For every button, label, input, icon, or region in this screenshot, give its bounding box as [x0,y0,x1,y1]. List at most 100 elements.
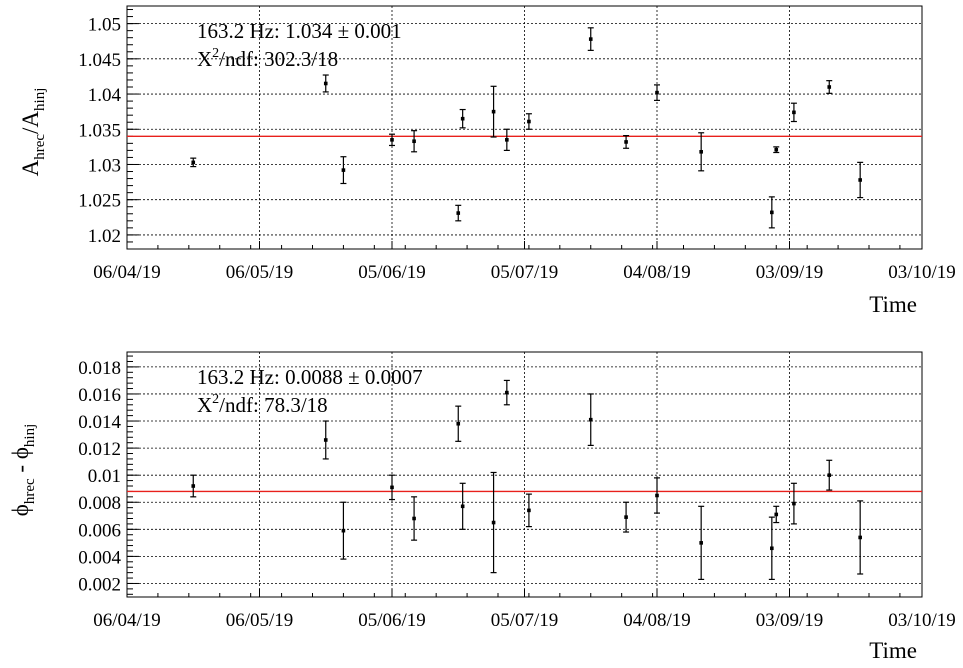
data-point [654,84,660,101]
chi2-annotation: X2/ndf: 78.3/18 [197,392,328,417]
point-marker [191,484,196,488]
point-marker [412,139,416,144]
data-point [773,146,780,154]
x-tick-label: 06/04/19 [93,610,161,631]
x-tick-label: 03/09/19 [756,610,824,631]
data-point [525,493,532,528]
fit-annotation: 163.2 Hz: 0.0088 ± 0.0007 [197,365,423,389]
point-marker [341,528,346,533]
point-marker [456,211,461,215]
point-marker [588,417,593,422]
x-tick-label: 03/10/19 [888,262,956,283]
point-marker [412,516,416,521]
x-tick-label: 03/10/19 [888,610,956,631]
chi2-superscript: 2 [212,392,219,407]
y-tick-label: 1.035 [78,120,121,141]
point-marker [699,541,703,545]
data-point [525,113,532,130]
point-marker [792,110,796,115]
data-point [455,204,462,222]
point-marker [770,210,774,215]
y-tick-label: 1.04 [88,85,122,106]
y-tick-label: 1.03 [88,155,121,176]
data-point [790,482,797,525]
point-marker [624,515,628,519]
data-point [826,459,833,491]
data-point [768,516,775,581]
y-tick-label: 0.004 [78,547,121,568]
point-marker [323,438,328,442]
x-tick-label: 06/05/19 [226,610,294,631]
y-tick-label: 1.05 [88,15,121,36]
point-marker [770,546,774,551]
point-marker [341,168,346,172]
x-axis-label: Time [869,638,917,663]
chi2-symbol: X [197,47,212,71]
point-marker [792,501,796,506]
chi2-symbol: X [197,393,212,417]
chi2-annotation: X2/ndf: 302.3/18 [197,46,338,71]
y-tick-label: 0.006 [78,520,121,541]
y-tick-label: 0.01 [88,466,121,487]
phase-panel: 163.2 Hz: 0.0088 ± 0.0007 X2/ndf: 78.3/1… [8,351,956,663]
x-tick-label: 05/07/19 [491,610,559,631]
data-point [503,379,510,406]
data-point [190,157,197,168]
grid [127,6,922,249]
point-marker [588,37,593,41]
point-marker [491,109,496,114]
data-point [190,474,197,498]
chi2-value: /ndf: 302.3/18 [219,47,338,71]
data-point [503,128,510,151]
y-tick-label: 0.008 [78,493,121,514]
x-tick-label: 04/08/19 [623,610,691,631]
y-label-separator: / [18,127,43,134]
point-marker [460,116,465,121]
data-point [455,405,462,442]
data-point [698,132,705,172]
point-marker [491,520,496,525]
point-marker [505,138,509,142]
y-label-sub1: hrec [32,134,48,160]
data-point [790,102,797,123]
point-marker [858,535,862,540]
y-tick-label: 0.012 [78,439,121,460]
data-point [587,27,594,51]
y-label-base: A [18,159,43,176]
y-label-sub2: hinj [32,88,48,111]
x-tick-label: 06/04/19 [93,262,161,283]
x-tick-label: 05/06/19 [358,262,426,283]
point-marker [827,85,832,89]
x-tick-label: 05/06/19 [358,610,426,631]
point-marker [323,81,328,86]
y-label-base: ϕ [8,504,33,516]
x-tick-label: 05/07/19 [491,262,559,283]
point-marker [460,504,465,509]
amplitude-panel: 163.2 Hz: 1.034 ± 0.001 X2/ndf: 302.3/18… [18,5,956,317]
x-axis-label: Time [869,292,917,317]
point-marker [191,160,196,165]
point-marker [505,390,509,395]
data-point [490,471,497,574]
data-point [322,74,329,93]
y-axis-label: ϕhrec - ϕhinj [8,424,38,517]
point-marker [827,473,832,477]
chi2-superscript: 2 [212,46,219,61]
axes: 06/04/19 06/05/19 05/06/19 05/07/19 04/08/19… [78,9,956,283]
data-point [773,505,780,524]
data-point [459,482,466,530]
data-point [857,161,864,199]
point-marker [527,508,531,513]
fit-annotation: 163.2 Hz: 1.034 ± 0.001 [197,19,402,43]
x-tick-label: 06/05/19 [226,262,294,283]
y-label-separator: - ϕ [8,447,33,478]
y-tick-label: 0.002 [78,574,121,595]
point-marker [390,485,394,490]
y-tick-label: 0.018 [78,358,121,379]
data-points [190,27,864,229]
axes: 06/04/19 06/05/19 05/06/19 05/07/19 04/08/19… [78,355,956,631]
chi2-value: /ndf: 78.3/18 [219,393,328,417]
data-point [322,420,329,460]
y-tick-label: 0.016 [78,385,121,406]
